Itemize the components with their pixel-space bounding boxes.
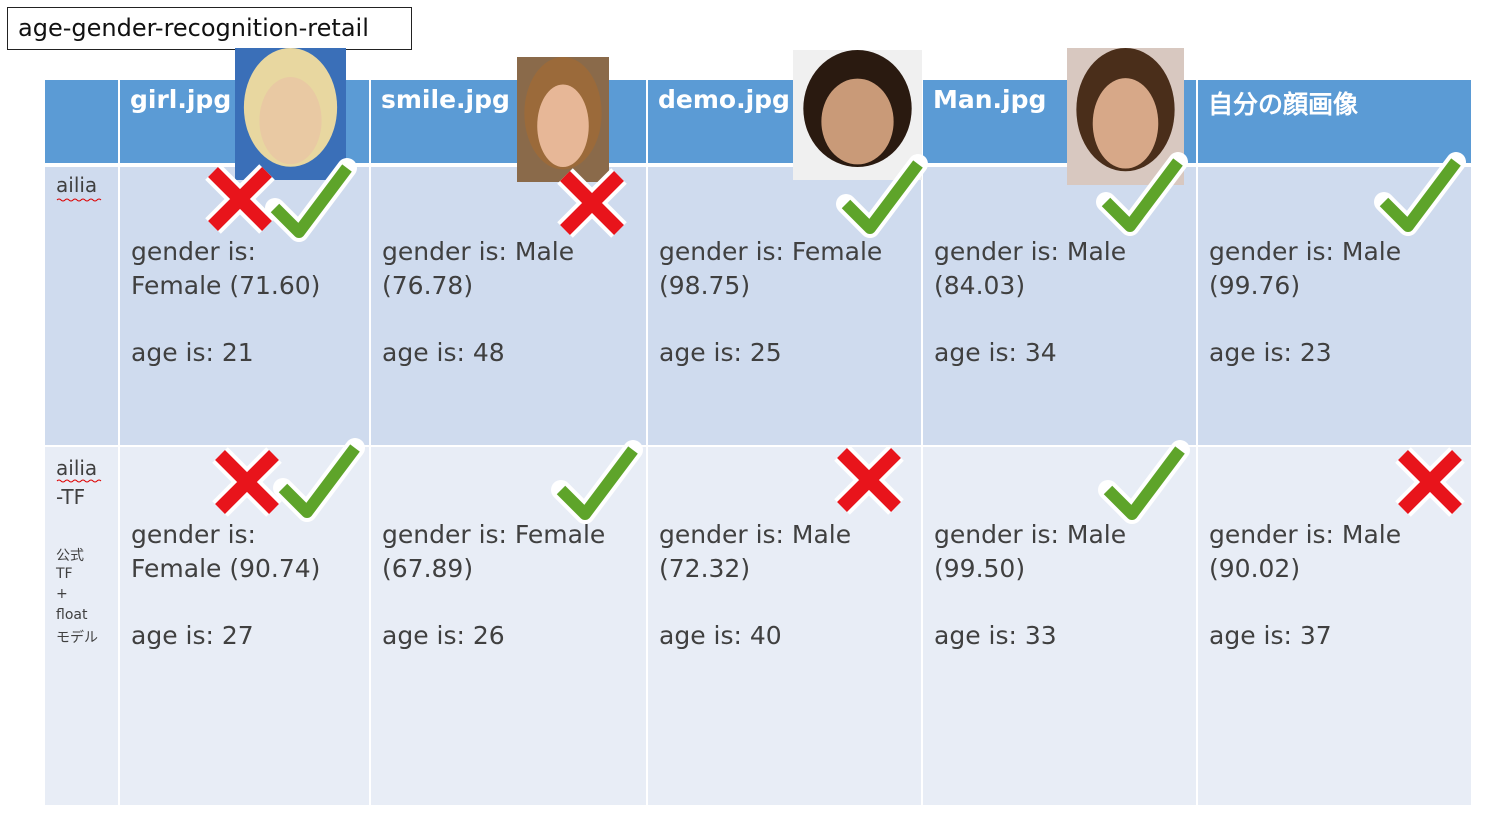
column-header: girl.jpg <box>130 85 232 114</box>
spell-underline <box>56 479 102 483</box>
check-icon <box>265 158 357 242</box>
gender-text: (67.89) <box>382 554 474 583</box>
gender-text: gender is: Male <box>1209 237 1402 266</box>
age-text: age is: 48 <box>382 338 505 367</box>
gender-text: (90.02) <box>1209 554 1301 583</box>
row-note: float <box>56 606 88 623</box>
gender-text: (99.50) <box>934 554 1026 583</box>
cross-icon <box>834 445 904 515</box>
gender-text: Female (71.60) <box>131 271 321 300</box>
row-note: モデル <box>56 630 98 646</box>
photo <box>235 48 346 180</box>
gender-text: gender is: Male <box>382 237 575 266</box>
gender-text: (84.03) <box>934 271 1026 300</box>
gender-text: gender is: Male <box>934 237 1127 266</box>
row-label: ailia <box>56 173 98 197</box>
gender-text: gender is: <box>131 520 256 549</box>
gender-text: (72.32) <box>659 554 751 583</box>
age-text: age is: 34 <box>934 338 1057 367</box>
spell-underline <box>56 198 102 202</box>
age-text: age is: 37 <box>1209 621 1332 650</box>
cross-icon <box>1395 447 1465 517</box>
cross-icon <box>212 447 282 517</box>
check-icon <box>836 154 928 238</box>
column-header: 自分の顔画像 <box>1208 90 1359 119</box>
gender-text: (76.78) <box>382 271 474 300</box>
age-text: age is: 26 <box>382 621 505 650</box>
photo <box>1067 48 1184 185</box>
gender-text: gender is: Female <box>382 520 606 549</box>
age-text: age is: 40 <box>659 621 782 650</box>
gender-text: gender is: Male <box>1209 520 1402 549</box>
cross-icon <box>557 168 627 238</box>
gender-text: gender is: Male <box>659 520 852 549</box>
column-header: demo.jpg <box>658 85 790 114</box>
check-icon <box>1096 152 1188 236</box>
cross-icon <box>205 164 275 234</box>
row-note: + <box>56 586 68 602</box>
row-note: 公式 <box>56 548 84 564</box>
gender-text: gender is: <box>131 237 256 266</box>
age-text: age is: 23 <box>1209 338 1332 367</box>
gender-text: (99.76) <box>1209 271 1301 300</box>
check-icon <box>1374 152 1466 236</box>
age-text: age is: 25 <box>659 338 782 367</box>
age-text: age is: 27 <box>131 621 254 650</box>
column-header: Man.jpg <box>933 85 1047 114</box>
gender-text: (98.75) <box>659 271 751 300</box>
gender-text: gender is: Female <box>659 237 883 266</box>
photo <box>517 57 609 182</box>
check-icon <box>1098 440 1190 524</box>
gender-text: gender is: Male <box>934 520 1127 549</box>
age-text: age is: 21 <box>131 338 254 367</box>
check-icon <box>273 438 365 522</box>
photo <box>793 50 922 180</box>
row-label: ailia <box>56 456 98 480</box>
row-label: -TF <box>56 485 86 509</box>
gender-text: Female (90.74) <box>131 554 321 583</box>
row-2 <box>45 446 1471 805</box>
column-header: smile.jpg <box>381 85 510 114</box>
age-text: age is: 33 <box>934 621 1057 650</box>
row-note: TF <box>56 565 73 582</box>
check-icon <box>551 440 643 524</box>
slide-title: age-gender-recognition-retail <box>7 7 412 50</box>
